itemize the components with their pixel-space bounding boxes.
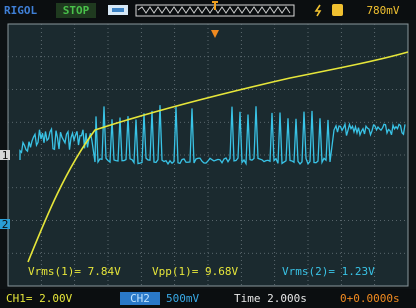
page: {"header": {"brand": "RIGOL", "status": …	[0, 0, 416, 308]
trigger-source-icon	[332, 4, 343, 16]
brand: RIGOL	[4, 4, 37, 17]
ch1-scale: CH1= 2.00V	[6, 292, 73, 305]
scope-screen: RIGOL STOP 780mV 1 2 Vrms(1)= 7.84V Vpp(…	[0, 0, 416, 308]
measurement: Vrms(1)= 7.84V	[28, 265, 121, 278]
ch2-scale: 500mV	[166, 292, 199, 305]
trigger-offset: 0+0.0000s	[340, 292, 400, 305]
run-status: STOP	[63, 4, 90, 17]
timebase: Time 2.000s	[234, 292, 307, 305]
ch2-marker: 2	[2, 218, 9, 231]
channel-icon-inner	[112, 8, 124, 12]
trigger-level: 780mV	[366, 4, 399, 17]
ch2-badge: CH2	[130, 292, 150, 305]
ch1-marker: 1	[2, 149, 9, 162]
measurement: Vrms(2)= 1.23V	[282, 265, 375, 278]
measurement: Vpp(1)= 9.68V	[152, 265, 238, 278]
